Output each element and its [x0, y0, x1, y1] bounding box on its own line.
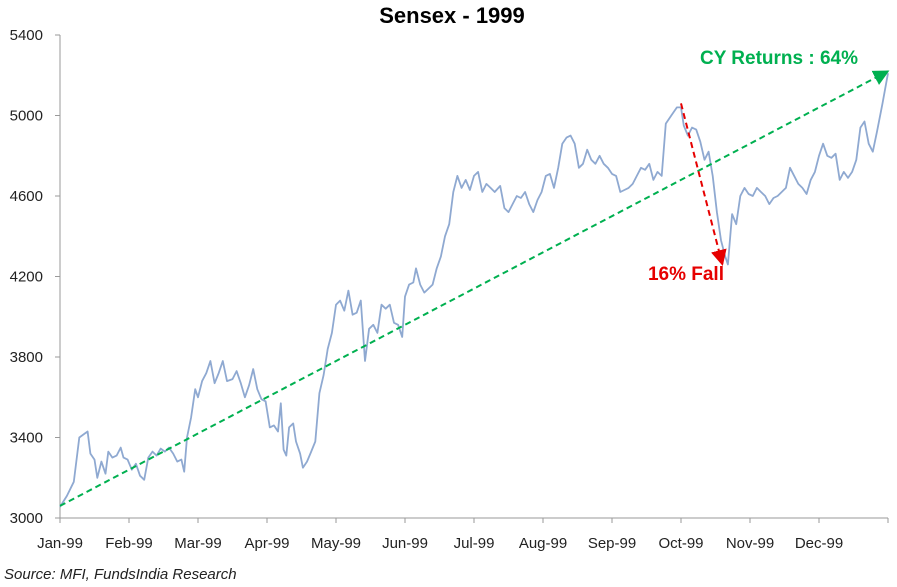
- y-tick-label: 3400: [10, 430, 43, 447]
- x-tick-label: Feb-99: [105, 535, 153, 552]
- x-tick-label: Aug-99: [519, 535, 567, 552]
- x-tick-label: May-99: [311, 535, 361, 552]
- x-tick-label: Dec-99: [795, 535, 843, 552]
- x-tick-label: Sep-99: [588, 535, 636, 552]
- fall-arrow: [680, 103, 727, 266]
- source-note: Source: MFI, FundsIndia Research: [4, 566, 237, 583]
- fall-annotation: 16% Fall: [648, 264, 724, 285]
- y-axis-ticks: 3000 3400 3800 4200 4600 5000 5400: [10, 27, 60, 527]
- x-tick-label: Oct-99: [658, 535, 703, 552]
- x-axis-ticks: Jan-99 Feb-99 Mar-99 Apr-99 May-99 Jun-99 Jul-…: [37, 518, 889, 552]
- y-tick-label: 4600: [10, 188, 43, 205]
- x-tick-label: Jul-99: [454, 535, 495, 552]
- y-tick-label: 5000: [10, 108, 43, 125]
- y-tick-label: 3800: [10, 349, 43, 366]
- trend-arrow: [59, 70, 890, 507]
- series-group: [59, 73, 889, 508]
- series-line: [59, 73, 889, 508]
- axes: [59, 35, 888, 519]
- x-tick-label: Nov-99: [726, 535, 774, 552]
- y-tick-label: 3000: [10, 510, 43, 527]
- chart-title: Sensex - 1999: [379, 3, 525, 28]
- y-tick-label: 4200: [10, 269, 43, 286]
- x-tick-label: Jun-99: [382, 535, 428, 552]
- x-tick-label: Mar-99: [174, 535, 222, 552]
- returns-annotation: CY Returns : 64%: [700, 48, 858, 69]
- x-tick-label: Apr-99: [244, 535, 289, 552]
- annotations: CY Returns : 64% 16% Fall: [59, 48, 890, 507]
- x-tick-label: Jan-99: [37, 535, 83, 552]
- y-tick-label: 5400: [10, 27, 43, 44]
